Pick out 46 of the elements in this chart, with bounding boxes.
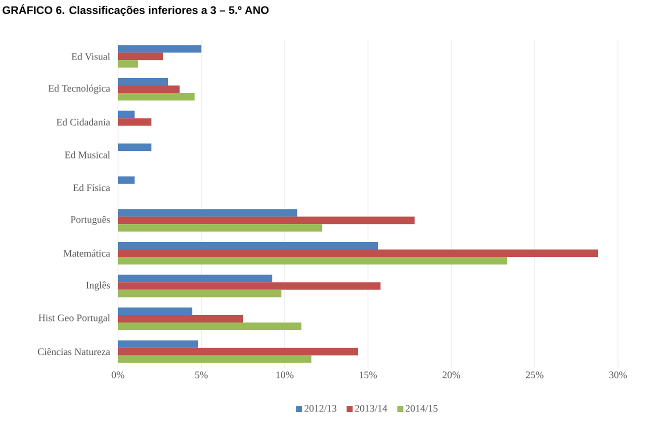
legend-label: 2013/14 bbox=[355, 404, 388, 412]
y-tick-label: Ed Cidadania bbox=[56, 118, 110, 126]
bar bbox=[118, 340, 198, 348]
y-tick-label: Ed Física bbox=[73, 184, 110, 192]
bar bbox=[118, 249, 598, 257]
y-tick-label: Ed Musical bbox=[64, 151, 110, 158]
bar bbox=[118, 282, 381, 290]
bar bbox=[118, 110, 135, 118]
y-tick-label: Ciências Natureza bbox=[38, 348, 110, 356]
bar bbox=[118, 315, 243, 323]
bar bbox=[118, 274, 272, 282]
bar bbox=[118, 348, 358, 356]
y-tick-label: Hist Geo Portugal bbox=[38, 314, 110, 324]
bar bbox=[118, 242, 378, 250]
bar bbox=[118, 224, 322, 232]
bar bbox=[118, 118, 152, 126]
bar bbox=[118, 216, 415, 224]
bar bbox=[118, 322, 302, 330]
bar bbox=[118, 60, 138, 68]
bar bbox=[118, 256, 508, 264]
legend-label: 2012/13 bbox=[304, 404, 336, 412]
x-tick-label: 15% bbox=[360, 372, 377, 378]
bar bbox=[118, 52, 163, 60]
legend-label: 2014/15 bbox=[406, 404, 438, 412]
bar bbox=[118, 144, 152, 152]
chart-title: GRÁFICO 6. Classificações inferiores a 3 – 5.º ANO bbox=[2, 4, 269, 16]
bar bbox=[118, 85, 180, 93]
y-tick-label: Português bbox=[70, 216, 110, 225]
bar bbox=[118, 78, 168, 86]
y-tick-label: Ed Tecnológica bbox=[48, 84, 110, 94]
bar bbox=[118, 290, 282, 298]
y-tick-label: Inglês bbox=[86, 281, 110, 291]
bar bbox=[118, 308, 192, 316]
bar bbox=[118, 209, 298, 217]
x-tick-label: 5% bbox=[195, 372, 208, 378]
x-tick-label: 10% bbox=[276, 372, 294, 378]
bar bbox=[118, 45, 202, 53]
y-tick-label: Matemática bbox=[63, 250, 110, 257]
x-tick-label: 25% bbox=[526, 372, 544, 378]
x-tick-label: 20% bbox=[442, 372, 460, 378]
x-tick-label: 0% bbox=[112, 372, 124, 378]
bar bbox=[118, 176, 135, 184]
bar bbox=[118, 355, 312, 363]
x-tick-label: 30% bbox=[609, 372, 627, 378]
bar bbox=[118, 92, 195, 100]
y-tick-label: Ed Visual bbox=[72, 52, 110, 60]
